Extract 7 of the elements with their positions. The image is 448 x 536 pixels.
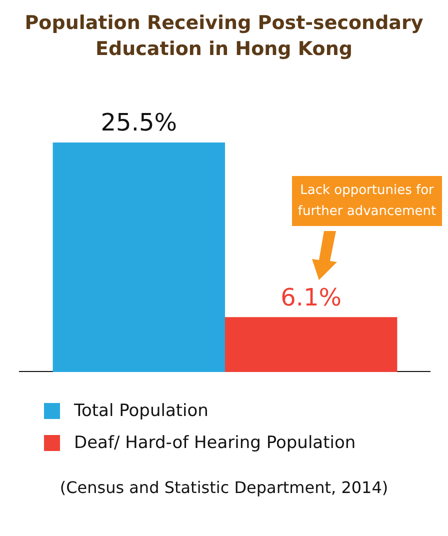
chart-title: Population Receiving Post-secondary Education in Hong Kong: [24, 11, 424, 62]
annotation: Lack opportunies for further advancement: [292, 176, 442, 226]
text: (Census and Statistic Department, 2014): [58, 478, 390, 497]
legend-label: Total Population: [74, 401, 208, 421]
legend-label: Deaf/ Hard-of Hearing Population: [74, 433, 356, 453]
data-label: 6.1%: [280, 283, 342, 312]
data-label: 25.5%: [100, 108, 178, 137]
